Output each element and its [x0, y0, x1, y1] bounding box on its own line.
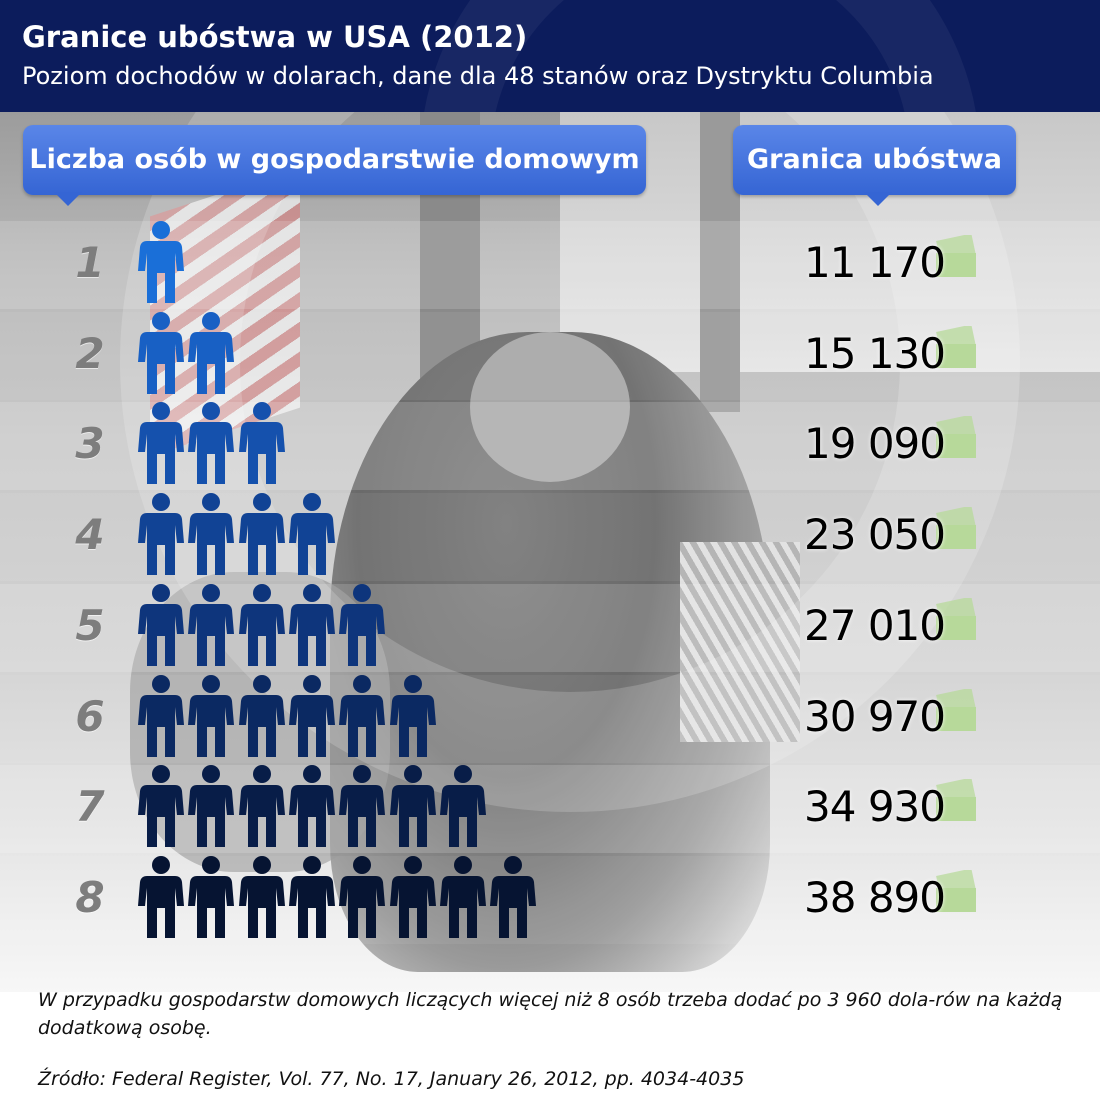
person-icon	[339, 855, 386, 944]
person-icon	[188, 765, 235, 853]
person-icon	[439, 765, 486, 853]
row-persons-label: 4	[75, 510, 105, 560]
person-icon	[288, 855, 335, 944]
person-icon	[138, 402, 184, 490]
person-icon	[138, 493, 184, 581]
money-bill-icon	[934, 868, 980, 920]
row-persons-label: 7	[75, 782, 105, 832]
column-header-threshold: Granica ubóstwa	[733, 125, 1016, 195]
row-threshold-value: 15 130	[804, 328, 946, 378]
chart-subtitle: Poziom dochodów w dolarach, dane dla 48 …	[22, 62, 934, 90]
person-icon	[138, 583, 184, 672]
person-icon	[288, 765, 335, 853]
money-bill-icon	[934, 777, 980, 829]
chart-title: Granice ubóstwa w USA (2012)	[22, 20, 528, 54]
footnote: W przypadku gospodarstw domowych liczący…	[38, 989, 1063, 1039]
person-icon	[339, 583, 386, 672]
person-icon	[188, 402, 235, 490]
person-icon	[238, 583, 285, 672]
background-photo	[0, 112, 1100, 992]
column-header-persons: Liczba osób w gospodarstwie domowym	[23, 125, 646, 195]
row-threshold-value: 38 890	[804, 872, 946, 922]
person-icon	[138, 311, 184, 400]
person-icon	[389, 855, 436, 944]
person-icon	[138, 674, 184, 763]
person-icon	[238, 402, 285, 490]
row-persons-label: 6	[75, 691, 105, 741]
person-icon	[188, 493, 235, 581]
column-header-threshold-pointer	[864, 192, 892, 206]
row-threshold-value: 19 090	[804, 419, 946, 469]
header-bar: Granice ubóstwa w USA (2012) Poziom doch…	[0, 0, 1100, 112]
person-icon	[238, 765, 285, 853]
person-icon	[238, 493, 285, 581]
row-persons-label: 1	[75, 238, 105, 287]
source-note: Źródło: Federal Register, Vol. 77, No. 1…	[38, 1068, 745, 1090]
person-icon	[188, 311, 235, 400]
row-threshold-value: 23 050	[804, 510, 946, 560]
person-icon	[339, 765, 386, 853]
row-persons-label: 3	[75, 419, 105, 469]
row-threshold-value: 34 930	[804, 782, 946, 832]
person-icon	[490, 855, 537, 944]
person-icon	[288, 493, 335, 581]
row-threshold-value: 30 970	[804, 691, 946, 741]
person-icon	[138, 221, 184, 309]
person-icon	[188, 855, 235, 944]
person-icon	[439, 855, 486, 944]
money-bill-icon	[934, 414, 980, 466]
row-persons-label: 5	[75, 600, 105, 650]
person-icon	[188, 583, 235, 672]
person-icon	[138, 765, 184, 853]
person-icon	[238, 674, 285, 763]
person-icon	[288, 583, 335, 672]
money-bill-icon	[934, 233, 980, 285]
money-bill-icon	[934, 505, 980, 557]
row-persons-label: 2	[75, 328, 105, 378]
person-icon	[389, 765, 436, 853]
column-header-persons-pointer	[54, 192, 82, 206]
person-icon	[238, 855, 285, 944]
row-persons-label: 8	[75, 872, 105, 922]
person-icon	[288, 674, 335, 763]
person-icon	[138, 855, 184, 944]
row-threshold-value: 11 170	[804, 238, 946, 287]
money-bill-icon	[934, 596, 980, 648]
person-icon	[339, 674, 386, 763]
money-bill-icon	[934, 324, 980, 376]
person-icon	[389, 674, 436, 763]
row-threshold-value: 27 010	[804, 600, 946, 650]
money-bill-icon	[934, 686, 980, 739]
person-icon	[188, 674, 235, 763]
